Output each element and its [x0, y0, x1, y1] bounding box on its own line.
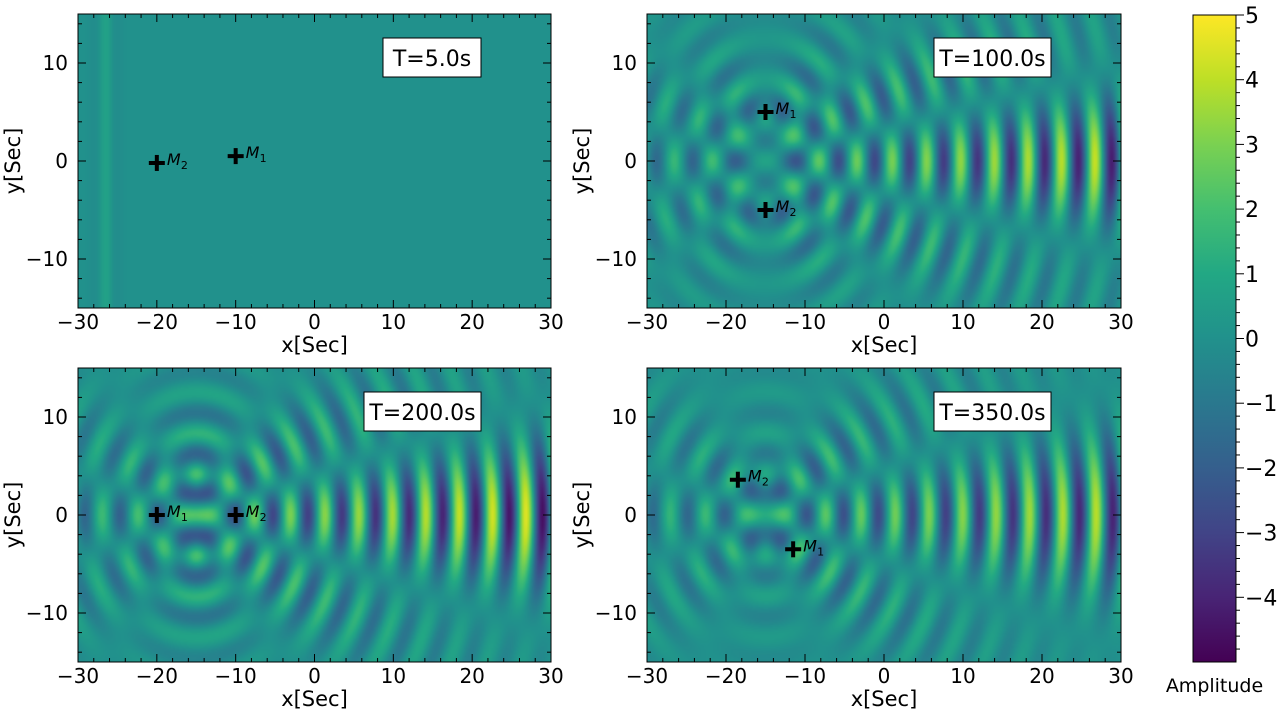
marker-subscript: 2 — [260, 511, 267, 524]
x-tick-label: 0 — [878, 310, 891, 334]
colorbar-tick-label: 0 — [1245, 328, 1259, 353]
marker-subscript: 2 — [181, 159, 188, 172]
x-tick-label: 10 — [950, 664, 975, 688]
colorbar-tick-label: 3 — [1245, 133, 1259, 158]
x-tick-label: 20 — [459, 664, 484, 688]
y-tick-label: −10 — [26, 601, 68, 625]
marker-label: M — [803, 536, 817, 555]
y-tick-label: 0 — [55, 503, 68, 527]
x-tick-label: −30 — [57, 664, 99, 688]
y-tick-label: −10 — [26, 247, 68, 271]
colorbar: 5 4 3 2 1 0 −1 −2 −3 −4 Amplitude — [1166, 4, 1278, 697]
x-tick-label: 0 — [308, 664, 321, 688]
time-label: T=5.0s — [392, 47, 471, 72]
x-tick-label: 20 — [459, 310, 484, 334]
time-label-box — [382, 37, 482, 78]
colorbar-gradient — [1192, 14, 1237, 663]
y-tick-label: 0 — [624, 149, 637, 173]
colorbar-tick-label: −3 — [1245, 522, 1277, 547]
colorbar-tick-label: −4 — [1245, 586, 1277, 611]
y-axis-label: y[Sec] — [570, 128, 594, 195]
panel-2: −30 −20 −10 0 10 20 30 −10 0 10 x[Sec] y[Sec] T=100.… — [570, 13, 1134, 357]
x-tick-label: 20 — [1029, 664, 1054, 688]
time-label-box — [933, 391, 1052, 432]
marker-subscript: 2 — [790, 206, 797, 219]
panel-4: −30 −20 −10 0 10 20 30 −10 0 10 x[Sec] y[Sec] T=350.… — [570, 367, 1134, 711]
x-tick-label: −20 — [136, 310, 178, 334]
y-tick-label: 0 — [624, 503, 637, 527]
x-axis-label: x[Sec] — [281, 687, 348, 711]
y-tick-label: −10 — [595, 601, 637, 625]
colorbar-tick-label: 2 — [1245, 198, 1259, 223]
x-tick-label: 30 — [538, 664, 563, 688]
x-tick-label: 0 — [878, 664, 891, 688]
y-axis-label: y[Sec] — [1, 128, 25, 195]
marker-label: M — [776, 197, 790, 216]
time-label: T=200.0s — [368, 401, 475, 426]
time-label-box — [363, 391, 482, 432]
marker-label: M — [776, 99, 790, 118]
x-tick-label: 0 — [308, 310, 321, 334]
y-tick-label: 10 — [43, 405, 68, 429]
x-tick-label: −10 — [215, 310, 257, 334]
x-tick-label: −30 — [626, 664, 668, 688]
x-tick-label: −10 — [784, 664, 826, 688]
marker-label: M — [748, 467, 762, 486]
colorbar-tick-label: 1 — [1245, 263, 1259, 288]
x-tick-label: 20 — [1029, 310, 1054, 334]
x-axis-label: x[Sec] — [851, 333, 918, 357]
x-tick-label: −30 — [626, 310, 668, 334]
y-axis-label: y[Sec] — [1, 482, 25, 549]
marker-subscript: 1 — [817, 545, 824, 558]
panel-3: −30 −20 −10 0 10 20 30 −10 0 10 x[Sec] y[Sec] T=200.… — [1, 367, 564, 711]
colorbar-tick-label: −1 — [1245, 392, 1277, 417]
marker-label: M — [167, 150, 181, 169]
panel-1: −30 −20 −10 0 10 20 30 −10 0 10 x[Sec] y[Sec] T=5.0s… — [1, 13, 564, 357]
y-tick-label: −10 — [595, 247, 637, 271]
x-tick-label: −20 — [705, 664, 747, 688]
marker-label: M — [167, 502, 181, 521]
x-tick-label: 30 — [538, 310, 563, 334]
time-label: T=100.0s — [938, 47, 1045, 72]
x-tick-label: −30 — [57, 310, 99, 334]
colorbar-label: Amplitude — [1166, 675, 1263, 697]
x-tick-label: 30 — [1108, 664, 1133, 688]
x-tick-label: −20 — [705, 310, 747, 334]
marker-subscript: 1 — [181, 511, 188, 524]
x-tick-label: 30 — [1108, 310, 1133, 334]
marker-label: M — [246, 502, 260, 521]
marker-label: M — [246, 143, 260, 162]
x-tick-label: −10 — [215, 664, 257, 688]
y-tick-label: 10 — [43, 51, 68, 75]
y-axis-label: y[Sec] — [570, 482, 594, 549]
marker-subscript: 2 — [762, 476, 769, 489]
x-tick-label: 10 — [950, 310, 975, 334]
colorbar-tick-label: −2 — [1245, 457, 1277, 482]
y-tick-label: 10 — [612, 405, 637, 429]
x-tick-label: 10 — [381, 664, 406, 688]
x-axis-label: x[Sec] — [281, 333, 348, 357]
y-tick-label: 0 — [55, 149, 68, 173]
colorbar-tick-label: 5 — [1245, 4, 1259, 29]
x-tick-label: −10 — [784, 310, 826, 334]
y-tick-label: 10 — [612, 51, 637, 75]
x-tick-label: 10 — [381, 310, 406, 334]
marker-subscript: 1 — [260, 152, 267, 165]
x-axis-label: x[Sec] — [851, 687, 918, 711]
marker-subscript: 1 — [790, 108, 797, 121]
time-label: T=350.0s — [938, 401, 1045, 426]
x-tick-label: −20 — [136, 664, 178, 688]
colorbar-tick-label: 4 — [1245, 69, 1259, 94]
time-label-box — [933, 37, 1052, 78]
